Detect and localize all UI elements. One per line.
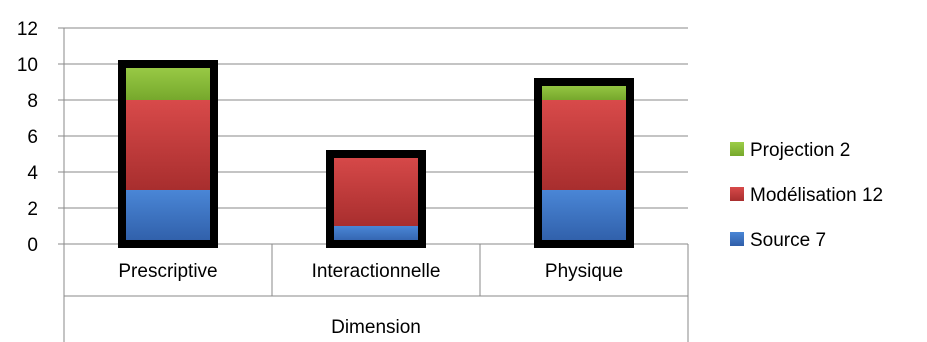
bar-segment <box>538 190 630 244</box>
bar-stack <box>534 78 634 248</box>
y-tick-label: 6 <box>27 127 38 148</box>
y-tick-label: 4 <box>27 163 38 184</box>
y-tick-label: 10 <box>17 55 38 76</box>
legend-swatch <box>730 142 744 156</box>
y-tick-label: 0 <box>27 235 38 256</box>
group-label-dimension: Dimension <box>331 317 421 338</box>
category-label: Prescriptive <box>118 261 217 282</box>
bar-stack <box>326 150 426 248</box>
y-tick-labels: 0 2 4 6 8 10 12 <box>17 19 39 256</box>
category-label: Physique <box>545 261 623 282</box>
category-labels: Prescriptive Interactionnelle Physique <box>118 244 623 296</box>
bar-segment <box>330 226 422 244</box>
legend: Projection 2 Modélisation 12 Source 7 <box>730 140 883 251</box>
y-tick-label: 8 <box>27 91 38 112</box>
legend-item: Projection 2 <box>730 140 850 161</box>
legend-swatch <box>730 187 744 201</box>
bar-segment <box>122 64 214 100</box>
legend-label: Modélisation 12 <box>750 185 883 206</box>
legend-swatch <box>730 232 744 246</box>
legend-label: Source 7 <box>750 230 826 251</box>
legend-item: Source 7 <box>730 230 826 251</box>
legend-label: Projection 2 <box>750 140 850 161</box>
bar-segment <box>122 190 214 244</box>
bar-segment <box>538 82 630 100</box>
bar-stack <box>118 60 218 248</box>
bar-outline <box>326 150 426 248</box>
category-label: Interactionnelle <box>312 261 441 282</box>
bar-outline <box>534 78 634 248</box>
bars <box>118 60 634 248</box>
bar-segment <box>330 154 422 226</box>
bar-outline <box>118 60 218 248</box>
y-tick-label: 12 <box>17 19 38 40</box>
bar-segment <box>122 100 214 190</box>
y-tick-label: 2 <box>27 199 38 220</box>
legend-item: Modélisation 12 <box>730 185 883 206</box>
bar-segment <box>538 100 630 190</box>
